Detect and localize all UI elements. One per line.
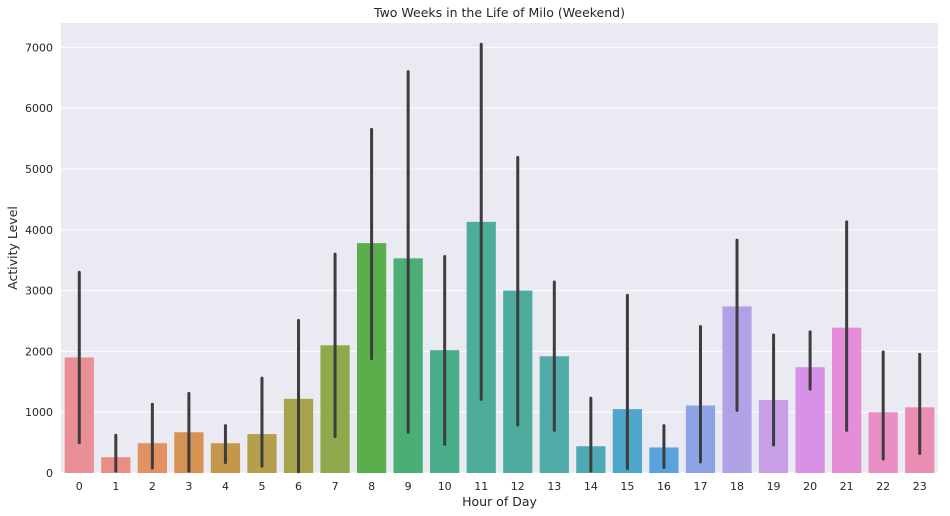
x-axis-label: Hour of Day: [462, 494, 537, 509]
y-tick-labels: 0 1000 2000 3000 4000 5000 6000 7000: [25, 41, 53, 480]
x-tick-label: 8: [368, 480, 375, 493]
y-tick-label: 5000: [25, 163, 53, 176]
x-tick-label: 17: [693, 480, 707, 493]
y-tick-label: 0: [46, 467, 53, 480]
x-tick-label: 20: [803, 480, 817, 493]
x-tick-label: 16: [657, 480, 671, 493]
x-tick-label: 5: [258, 480, 265, 493]
x-tick-label: 4: [222, 480, 229, 493]
y-tick-label: 3000: [25, 285, 53, 298]
x-tick-label: 19: [767, 480, 781, 493]
y-tick-label: 7000: [25, 41, 53, 54]
x-tick-label: 3: [185, 480, 192, 493]
x-tick-label: 23: [913, 480, 927, 493]
x-tick-label: 12: [511, 480, 525, 493]
x-tick-label: 22: [876, 480, 890, 493]
x-tick-label: 6: [295, 480, 302, 493]
x-tick-label: 10: [438, 480, 452, 493]
x-tick-label: 15: [620, 480, 634, 493]
x-tick-label: 1: [112, 480, 119, 493]
y-tick-label: 4000: [25, 224, 53, 237]
gridlines: [61, 46, 938, 474]
x-tick-label: 18: [730, 480, 744, 493]
x-tick-labels: 0 1 2 3 4 5 6 7 8 9 10 11 12 13 14 15 16 17 18 19 20 21 22 23: [76, 480, 927, 493]
chart-title: Two Weeks in the Life of Milo (Weekend): [373, 5, 625, 20]
x-tick-label: 14: [584, 480, 598, 493]
x-tick-label: 21: [840, 480, 854, 493]
y-tick-label: 2000: [25, 345, 53, 358]
x-tick-label: 0: [76, 480, 83, 493]
x-tick-label: 13: [547, 480, 561, 493]
error-bars: [77, 42, 922, 474]
y-tick-label: 1000: [25, 406, 53, 419]
y-tick-label: 6000: [25, 102, 53, 115]
y-axis-label: Activity Level: [5, 206, 20, 290]
x-tick-label: 11: [474, 480, 488, 493]
x-tick-label: 9: [405, 480, 412, 493]
x-tick-label: 7: [332, 480, 339, 493]
plot-background: [61, 23, 938, 473]
x-tick-label: 2: [149, 480, 156, 493]
